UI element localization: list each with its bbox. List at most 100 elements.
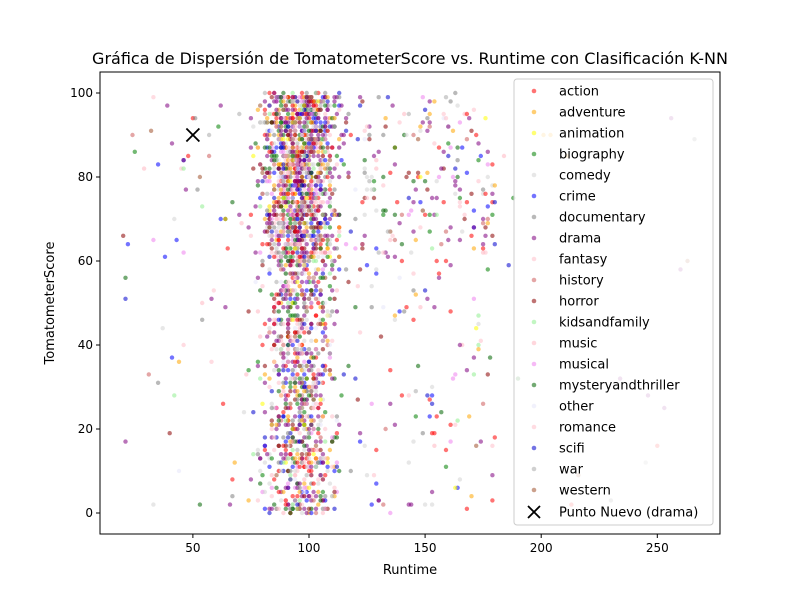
data-point-fantasy — [272, 359, 277, 364]
data-point-action — [469, 233, 474, 238]
data-point-drama — [281, 305, 286, 310]
y-axis-label: TomatometerScore — [43, 242, 58, 366]
data-point-drama — [248, 145, 254, 150]
data-point-romance — [332, 485, 337, 490]
data-point-comedy — [267, 267, 272, 272]
data-point-mysteryandthriller — [288, 380, 293, 385]
data-point-comedy — [297, 321, 302, 327]
data-point-western — [323, 368, 328, 373]
data-point-scifi — [506, 263, 511, 268]
data-point-action — [274, 116, 279, 121]
data-point-documentary — [260, 258, 265, 264]
data-point-documentary — [306, 347, 312, 352]
data-point-horror — [290, 422, 295, 427]
data-point-biography — [334, 153, 340, 159]
data-point-drama — [278, 452, 284, 457]
x-tick-label: 50 — [185, 541, 200, 555]
x-tick-label: 250 — [646, 541, 669, 555]
data-point-mysteryandthriller — [299, 137, 305, 142]
data-point-biography — [285, 111, 291, 117]
data-point-horror — [283, 443, 288, 448]
data-point-scifi — [425, 393, 430, 398]
data-point-action — [288, 452, 293, 457]
data-point-documentary — [306, 330, 312, 335]
data-point-musical — [320, 267, 326, 272]
data-point-action — [262, 107, 268, 113]
data-point-adventure — [302, 103, 307, 108]
data-point-scifi — [429, 401, 435, 406]
data-point-adventure — [418, 124, 423, 129]
data-point-documentary — [402, 309, 407, 314]
data-point-mysteryandthriller — [253, 141, 258, 146]
data-point-crime — [281, 145, 286, 150]
data-point-fantasy — [313, 250, 319, 255]
data-point-action — [334, 237, 340, 243]
data-point-romance — [316, 368, 321, 373]
data-point-drama — [248, 116, 254, 121]
data-point-crime — [295, 216, 300, 222]
data-point-drama — [274, 107, 279, 113]
data-point-drama — [330, 267, 335, 272]
data-point-documentary — [292, 498, 298, 503]
data-point-scifi — [492, 200, 497, 205]
data-point-documentary — [195, 187, 200, 192]
data-point-comedy — [297, 145, 302, 150]
legend-label-fantasy: fantasy — [559, 253, 608, 268]
data-point-crime — [478, 153, 483, 159]
data-point-kidsandfamily — [327, 271, 333, 276]
legend-items: action adventure animation biography comedy c… — [527, 85, 698, 521]
data-point-action — [309, 191, 314, 196]
data-point-drama — [330, 233, 335, 238]
data-point-crime — [297, 191, 302, 196]
data-point-musical — [285, 208, 291, 213]
data-point-biography — [327, 284, 333, 289]
data-point-drama — [318, 204, 323, 209]
data-point-fantasy — [318, 166, 323, 171]
data-point-crime — [471, 225, 477, 230]
data-point-drama — [311, 246, 316, 251]
data-point-drama — [337, 174, 342, 180]
data-point-animation — [290, 158, 295, 163]
data-point-other — [302, 489, 307, 495]
data-point-kidsandfamily — [429, 246, 435, 251]
data-point-horror — [383, 124, 388, 129]
data-point-biography — [278, 204, 284, 209]
data-point-romance — [490, 443, 495, 448]
data-point-fantasy — [327, 250, 333, 255]
data-point-action — [443, 258, 449, 264]
data-point-mysteryandthriller — [346, 363, 351, 369]
data-point-mysteryandthriller — [197, 502, 203, 507]
data-point-comedy — [292, 468, 298, 474]
data-point-kidsandfamily — [325, 237, 330, 243]
data-point-musical — [181, 250, 186, 255]
data-point-animation — [281, 137, 286, 142]
data-point-drama — [283, 292, 288, 297]
data-point-other — [313, 326, 319, 331]
legend-marker-history — [531, 277, 537, 283]
data-point-biography — [316, 162, 321, 167]
data-point-scifi — [348, 229, 353, 234]
data-point-mysteryandthriller — [258, 288, 263, 293]
data-point-history — [130, 132, 135, 138]
data-point-horror — [276, 166, 281, 171]
legend-label-adventure: adventure — [559, 106, 626, 121]
data-point-drama — [327, 216, 333, 222]
data-point-romance — [272, 435, 277, 440]
data-point-music — [255, 309, 261, 314]
data-point-romance — [276, 216, 281, 222]
data-point-drama — [313, 284, 319, 289]
data-point-comedy — [306, 275, 312, 280]
data-point-history — [392, 237, 398, 243]
data-point-romance — [297, 431, 302, 436]
data-point-other — [276, 174, 281, 180]
data-point-action — [436, 145, 442, 150]
legend-label-horror: horror — [559, 295, 599, 310]
legend-label-documentary: documentary — [559, 211, 646, 226]
data-point-drama — [295, 296, 300, 301]
data-point-comedy — [306, 456, 312, 461]
data-point-documentary — [330, 309, 335, 314]
data-point-adventure — [485, 221, 490, 226]
data-point-action — [309, 305, 314, 310]
data-point-drama — [295, 179, 300, 184]
